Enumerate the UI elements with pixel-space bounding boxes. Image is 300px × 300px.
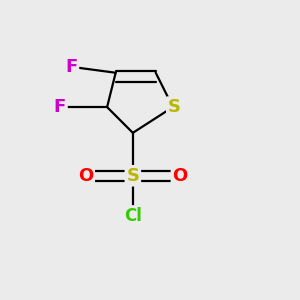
Text: O: O xyxy=(172,167,188,185)
Text: F: F xyxy=(54,98,66,116)
Text: S: S xyxy=(126,167,139,185)
Text: O: O xyxy=(78,167,93,185)
Text: Cl: Cl xyxy=(124,207,142,225)
Text: F: F xyxy=(65,58,77,76)
Text: S: S xyxy=(168,98,181,116)
